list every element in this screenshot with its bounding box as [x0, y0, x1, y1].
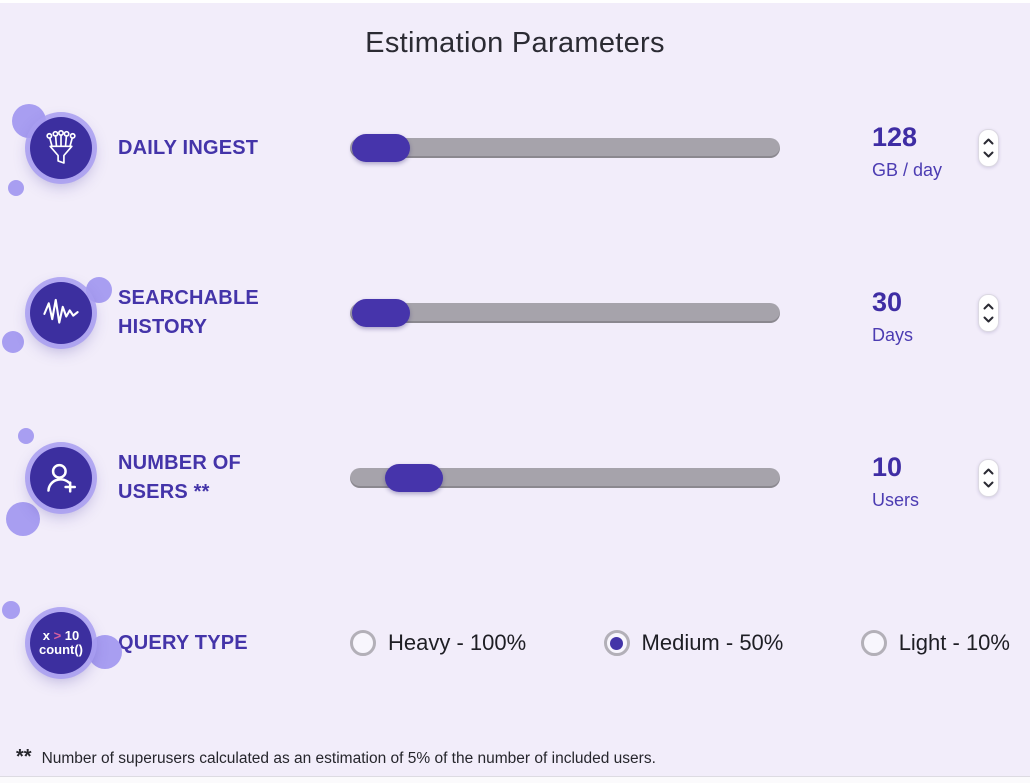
query-type-radio-group: Heavy - 100% Medium - 50% Light - 10%	[350, 630, 1010, 656]
number-of-users-unit: Users	[872, 489, 920, 510]
chevron-down-icon	[983, 316, 994, 323]
daily-ingest-slider-track[interactable]	[350, 134, 780, 162]
footnote-marker: **	[16, 746, 32, 768]
daily-ingest-value: 128	[872, 121, 918, 152]
number-of-users-slider-thumb[interactable]	[385, 464, 443, 492]
decorative-bubble	[8, 180, 24, 196]
number-of-users-slider-cell	[340, 464, 800, 492]
daily-ingest-slider-cell	[340, 134, 800, 162]
number-of-users-icon-wrap	[0, 418, 118, 538]
number-of-users-stepper[interactable]	[978, 459, 999, 497]
row-number-of-users: NUMBER OF USERS ** 10 Users	[0, 418, 1030, 538]
stepper-down-button[interactable]	[981, 480, 996, 490]
number-of-users-value-cell: 10 Users	[800, 446, 950, 511]
add-user-icon	[30, 447, 92, 509]
searchable-history-stepper[interactable]	[978, 294, 999, 332]
stepper-up-button[interactable]	[981, 302, 996, 312]
row-daily-ingest: DAILY INGEST 128 GB / day	[0, 88, 1030, 208]
parameter-rows: DAILY INGEST 128 GB / day	[0, 60, 1030, 693]
searchable-history-value: 30	[872, 286, 903, 317]
row-searchable-history: SEARCHABLE HISTORY 30 Days	[0, 253, 1030, 373]
chevron-down-icon	[983, 481, 994, 488]
chevron-up-icon	[983, 468, 994, 475]
radio-medium-label: Medium - 50%	[641, 630, 784, 655]
decorative-bubble	[18, 428, 34, 444]
searchable-history-unit: Days	[872, 324, 914, 345]
radio-medium[interactable]: Medium - 50%	[603, 630, 784, 656]
decorative-bubble	[88, 635, 122, 669]
number-of-users-value: 10	[872, 451, 903, 482]
stepper-down-button[interactable]	[981, 150, 996, 160]
row-query-type: x > 10 count() QUERY TYPE Heavy - 100%	[0, 583, 1030, 693]
radio-heavy[interactable]: Heavy - 100%	[350, 630, 526, 656]
query-type-label: QUERY TYPE	[118, 631, 248, 654]
decorative-bubble	[6, 502, 40, 536]
radio-dot	[610, 636, 624, 650]
bottom-strip	[0, 776, 1030, 783]
radio-light[interactable]: Light - 10%	[860, 630, 1010, 656]
query-count-icon: x > 10 count()	[30, 612, 92, 674]
searchable-history-slider-thumb[interactable]	[352, 299, 410, 327]
stepper-down-button[interactable]	[981, 315, 996, 325]
radio-heavy-label: Heavy - 100%	[388, 630, 527, 655]
number-of-users-label: NUMBER OF USERS **	[118, 452, 241, 503]
ingest-funnel-icon	[30, 117, 92, 179]
daily-ingest-label: DAILY INGEST	[118, 136, 259, 159]
searchable-history-value-cell: 30 Days	[800, 281, 950, 346]
radio-circle-icon[interactable]	[350, 630, 376, 656]
daily-ingest-icon-wrap	[0, 88, 118, 208]
searchable-history-slider-cell	[340, 299, 800, 327]
daily-ingest-stepper[interactable]	[978, 129, 999, 167]
decorative-bubble	[2, 601, 20, 619]
radio-circle-icon[interactable]	[860, 630, 887, 656]
chevron-down-icon	[983, 151, 994, 158]
searchable-history-icon-wrap	[0, 253, 118, 373]
query-icon-text: x > 10 count()	[38, 628, 84, 657]
waveform-icon	[30, 282, 92, 344]
query-type-icon-wrap: x > 10 count()	[0, 583, 122, 703]
daily-ingest-value-cell: 128 GB / day	[800, 116, 950, 181]
superusers-footnote: ** Number of superusers calculated as an…	[16, 746, 656, 769]
stepper-up-button[interactable]	[981, 137, 996, 147]
stepper-up-button[interactable]	[981, 467, 996, 477]
searchable-history-slider-track[interactable]	[350, 299, 780, 327]
decorative-bubble	[2, 331, 24, 353]
radio-circle-icon[interactable]	[603, 630, 630, 656]
searchable-history-label: SEARCHABLE HISTORY	[118, 287, 259, 338]
footnote-text: Number of superusers calculated as an es…	[41, 750, 656, 767]
daily-ingest-slider-thumb[interactable]	[352, 134, 410, 162]
number-of-users-slider-track[interactable]	[350, 464, 780, 492]
page-title: Estimation Parameters	[365, 27, 665, 59]
chevron-up-icon	[983, 303, 994, 310]
radio-light-label: Light - 10%	[898, 630, 1010, 655]
decorative-bubble	[86, 277, 112, 303]
daily-ingest-unit: GB / day	[872, 159, 943, 180]
chevron-up-icon	[983, 138, 994, 145]
